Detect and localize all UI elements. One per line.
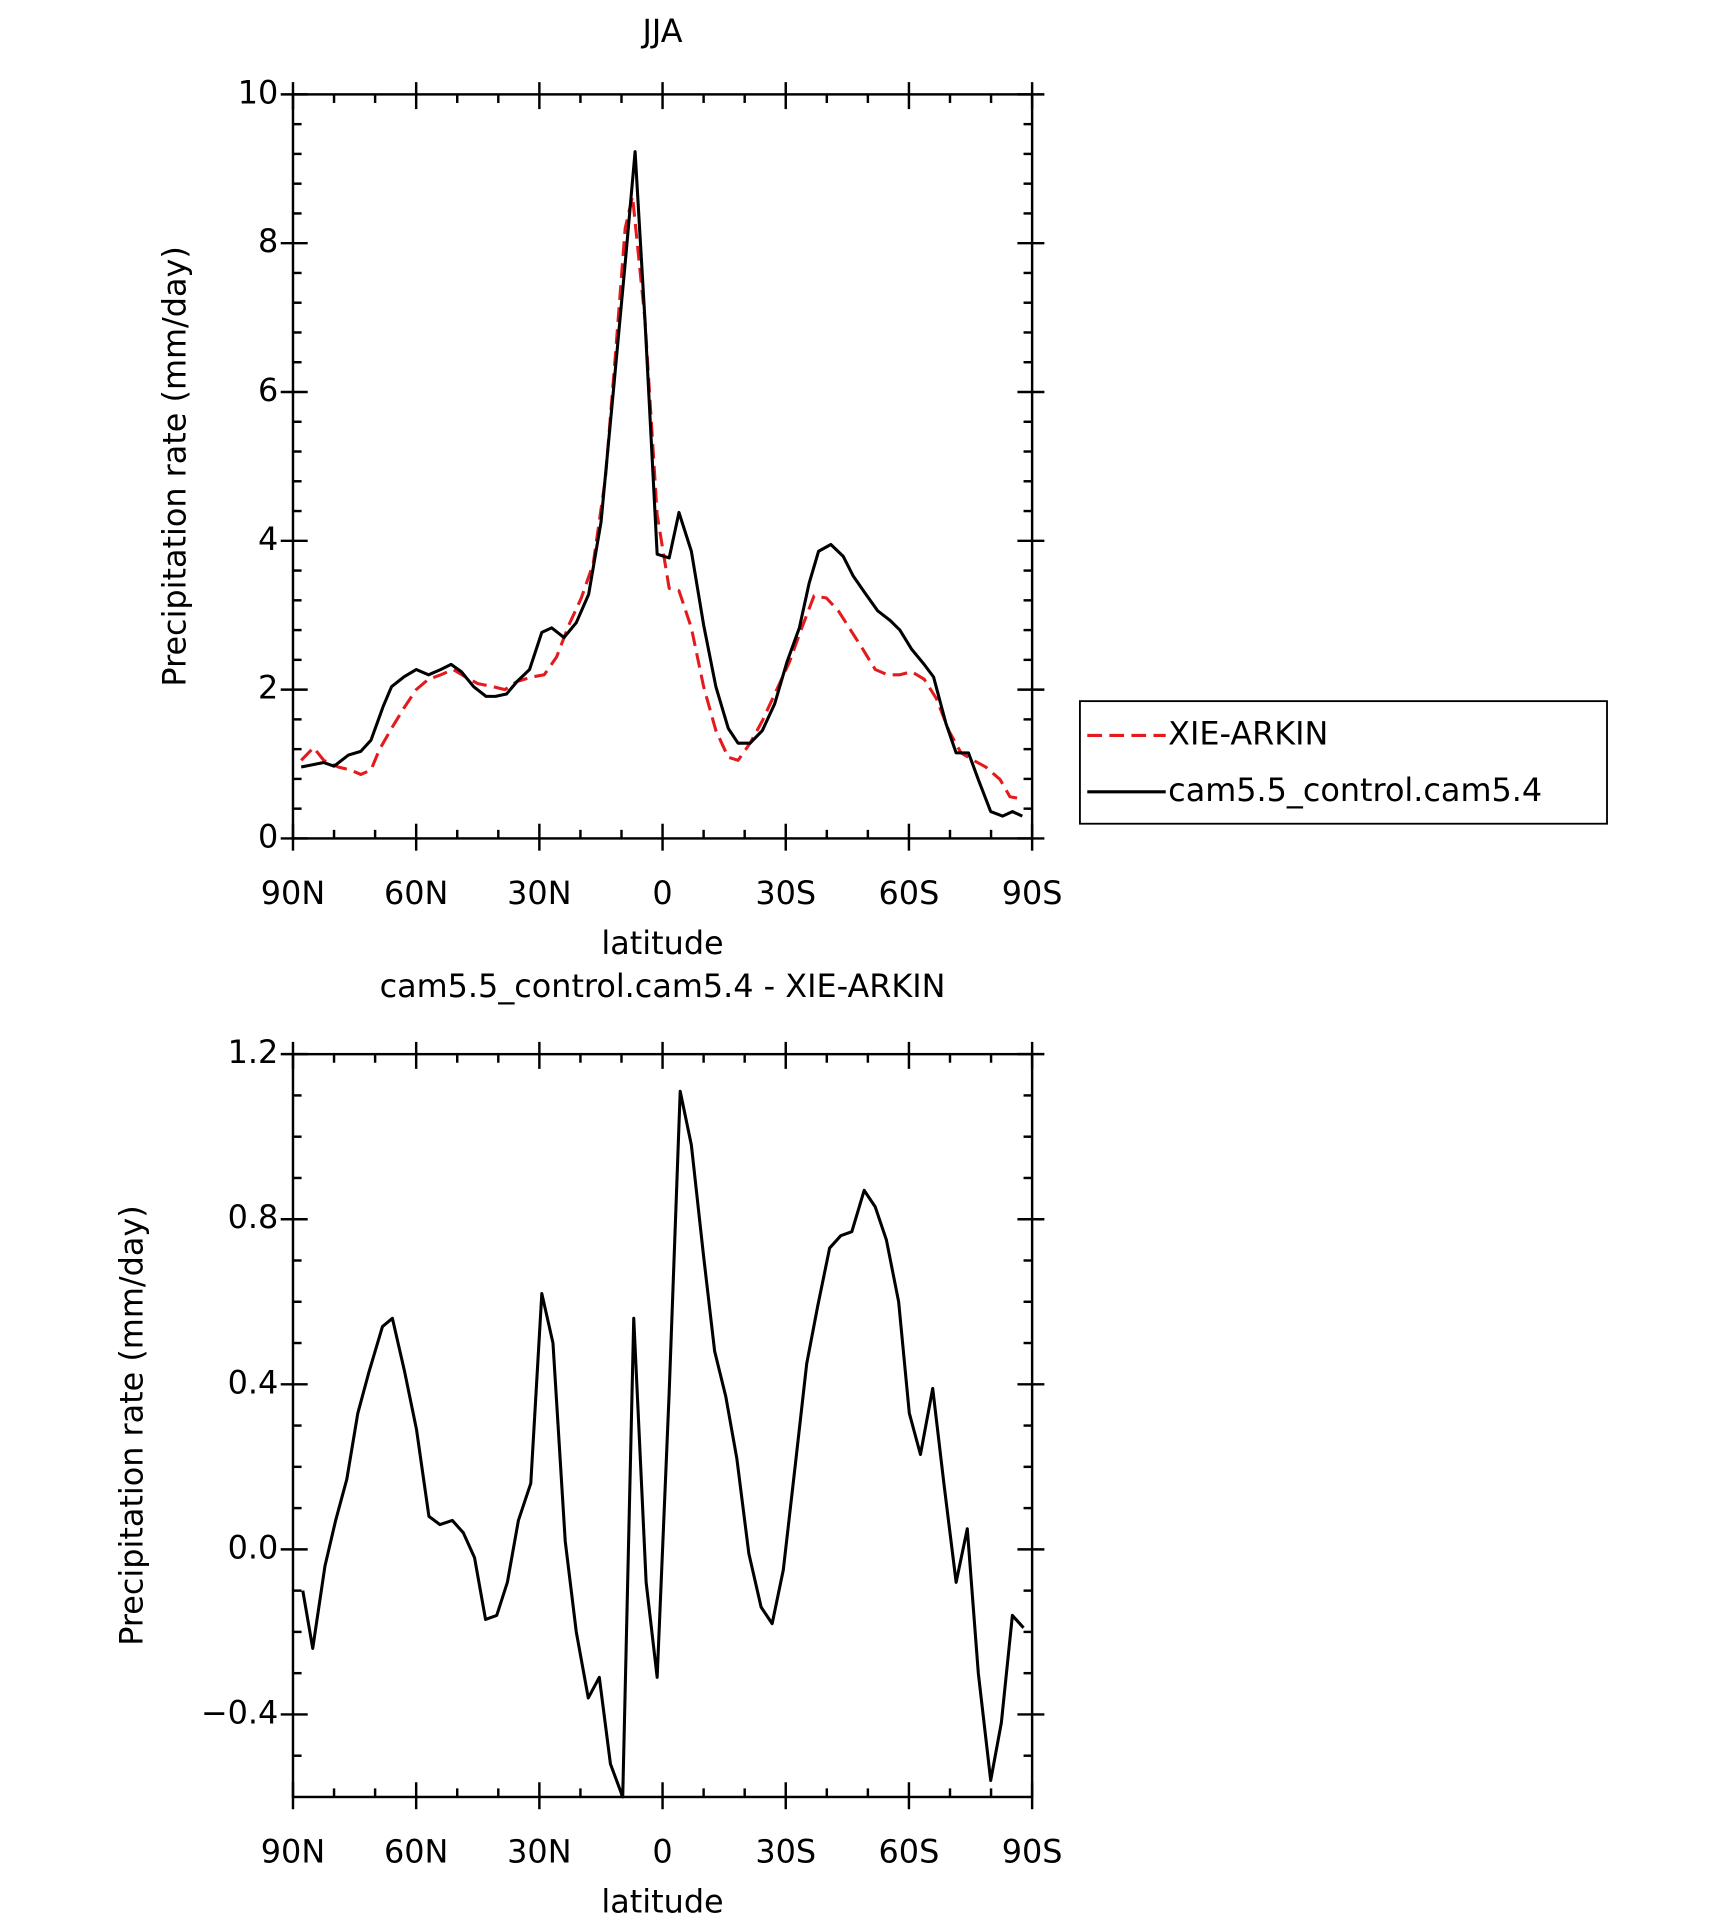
x-tick-label: 90N — [261, 1832, 325, 1870]
plot-frame — [291, 93, 1034, 840]
x-axis-label: latitude — [601, 1883, 723, 1921]
x-tick-label: 0 — [652, 1832, 672, 1870]
x-axis-label: latitude — [601, 924, 723, 962]
x-tick-label: 60S — [879, 874, 940, 912]
y-tick-label: 1.2 — [228, 1033, 279, 1071]
y-tick-label: −0.4 — [201, 1693, 278, 1731]
y-tick-label: 0.4 — [228, 1363, 279, 1401]
chart-title: cam5.5_control.cam5.4 - XIE-ARKIN — [380, 967, 946, 1005]
x-tick-label: 30N — [507, 874, 571, 912]
legend-label: cam5.5_control.cam5.4 — [1168, 771, 1542, 809]
x-tick-label: 0 — [652, 874, 672, 912]
legend-box — [1079, 700, 1608, 825]
data-line — [301, 1089, 1025, 1799]
x-tick-label: 60N — [384, 874, 448, 912]
x-tick-label: 30N — [507, 1832, 571, 1870]
x-tick-label: 90S — [1002, 874, 1063, 912]
y-tick-label: 8 — [258, 222, 278, 260]
chart-title: JJA — [641, 12, 683, 50]
y-tick-label: 0 — [258, 817, 278, 855]
y-tick-label: 0.8 — [228, 1198, 279, 1236]
x-tick-label: 30S — [755, 874, 816, 912]
plot-frame — [291, 1052, 1034, 1799]
x-tick-label: 60S — [879, 1832, 940, 1870]
legend-label: XIE-ARKIN — [1168, 714, 1328, 752]
x-tick-label: 90N — [261, 874, 325, 912]
x-tick-label: 60N — [384, 1832, 448, 1870]
y-tick-label: 6 — [258, 371, 278, 409]
data-line — [300, 150, 1023, 818]
y-tick-label: 2 — [258, 669, 278, 707]
y-axis-label: Precipitation rate (mm/day) — [156, 246, 194, 686]
data-line — [300, 194, 1023, 801]
y-axis-label: Precipitation rate (mm/day) — [113, 1205, 151, 1645]
y-tick-label: 0.0 — [228, 1528, 279, 1566]
x-tick-label: 90S — [1002, 1832, 1063, 1870]
y-tick-label: 4 — [258, 520, 278, 558]
y-tick-label: 10 — [238, 73, 279, 111]
x-tick-label: 30S — [755, 1832, 816, 1870]
